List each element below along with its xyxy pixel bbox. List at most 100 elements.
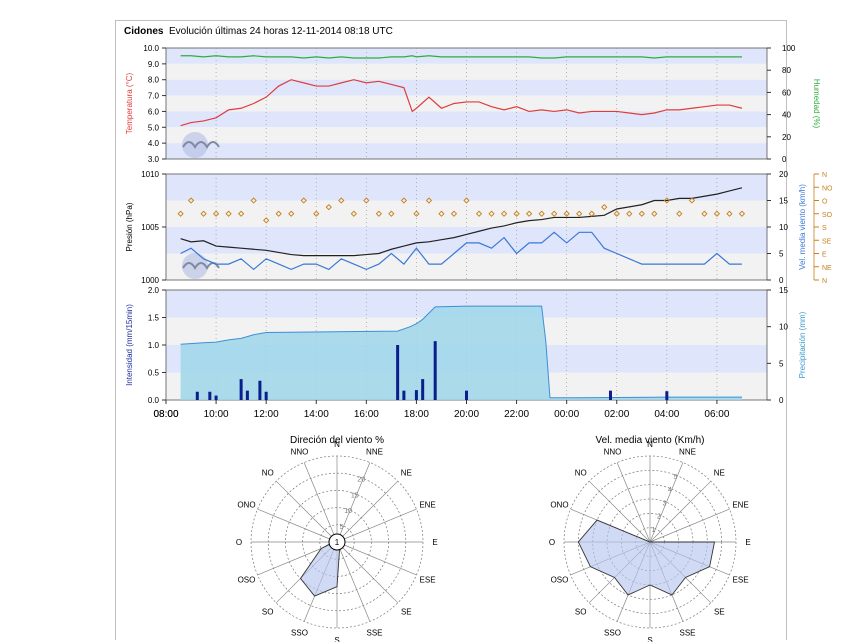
wind-direction-marker bbox=[313, 210, 320, 217]
speed-rose-direction-label: ONO bbox=[550, 500, 568, 509]
precip-axis-right-tick-label: 10 bbox=[779, 323, 788, 332]
wind-speed-axis-right-tick-label: 15 bbox=[779, 197, 788, 206]
time-tick-label: 12:00 bbox=[254, 409, 279, 420]
temperature-axis-title: Temperatura (°C) bbox=[125, 72, 134, 134]
wind-direction-marker bbox=[250, 197, 257, 204]
speed-rose-direction-label: SE bbox=[714, 607, 725, 616]
direction-rose-ring-label: 15 bbox=[351, 492, 359, 499]
temp-panel-band bbox=[166, 48, 767, 64]
direction-rose-direction-label: ESE bbox=[420, 576, 436, 585]
speed-rose-direction-label: ENE bbox=[732, 500, 748, 509]
wind-direction-marker bbox=[726, 210, 733, 217]
intensity-axis-title: Intensidad (mm/15min) bbox=[125, 304, 134, 386]
wind-direction-marker bbox=[388, 210, 395, 217]
temp-axis-left-tick-label: 8.0 bbox=[148, 76, 160, 85]
speed-rose-direction-label: NNE bbox=[679, 447, 696, 456]
wind-direction-marker bbox=[676, 210, 683, 217]
wind-direction-marker bbox=[463, 197, 470, 204]
wind-direction-marker bbox=[438, 210, 445, 217]
intensity-bar bbox=[208, 391, 212, 400]
station-name: Cidones bbox=[124, 26, 164, 37]
wind-direction-marker bbox=[200, 210, 207, 217]
time-tick-label: 08:00 bbox=[153, 409, 178, 420]
direction-rose-center-circle bbox=[328, 533, 346, 551]
pressure-axis-left-tick-label: 1000 bbox=[141, 276, 159, 285]
temp-axis-left-tick-label: 9.0 bbox=[148, 60, 160, 69]
time-tick-label: 18:00 bbox=[404, 409, 429, 420]
intensity-bar bbox=[258, 380, 262, 400]
speed-rose-ring-label: 3 bbox=[663, 500, 667, 507]
wind-direction-marker bbox=[588, 210, 595, 217]
speed-rose-ring-label: 1 bbox=[652, 527, 656, 534]
speed-rose-direction-label: SSE bbox=[679, 629, 695, 638]
humidity-axis-right-tick-label: 60 bbox=[782, 88, 791, 97]
time-tick-label: 20:00 bbox=[454, 409, 479, 420]
direction-rose-direction-label: SO bbox=[262, 607, 274, 616]
temp-axis-left-tick-label: 4.0 bbox=[148, 139, 160, 148]
wind-direction-marker bbox=[563, 210, 570, 217]
direction-rose-spoke bbox=[336, 508, 417, 543]
wind-direction-tick-label: N bbox=[822, 172, 827, 179]
wind-direction-marker bbox=[263, 217, 270, 224]
direction-rose-spoke bbox=[336, 541, 399, 604]
pressure-axis-left-tick-label: 1005 bbox=[141, 223, 159, 232]
temp-axis-left-tick-label: 3.0 bbox=[148, 155, 160, 164]
precip-axis-title: Precipitación (mm) bbox=[798, 311, 807, 378]
speed-rose-spoke bbox=[588, 480, 651, 543]
direction-rose-direction-label: O bbox=[236, 538, 242, 547]
time-tick-label: 00:00 bbox=[554, 409, 579, 420]
wind-speed-line bbox=[180, 231, 742, 271]
temp-axis-left-tick-label: 5.0 bbox=[148, 123, 160, 132]
speed-rose-direction-label: SO bbox=[575, 607, 587, 616]
speed-rose-direction-label: S bbox=[647, 636, 652, 642]
direction-rose-spoke bbox=[275, 480, 338, 543]
temp-panel-band bbox=[166, 127, 767, 144]
intensity-axis-left-tick-label: 1.0 bbox=[148, 341, 160, 350]
temp-panel-band bbox=[166, 143, 767, 159]
wind-direction-marker bbox=[500, 210, 508, 217]
speed-rose-ring-label: 5 bbox=[673, 474, 677, 481]
precip-axis-right-tick-label: 15 bbox=[779, 286, 788, 295]
chart-header: Cidones Evolución últimas 24 horas 12-11… bbox=[124, 26, 393, 37]
temp-panel-logo-circle bbox=[182, 132, 208, 158]
intensity-bar bbox=[239, 379, 243, 400]
time-tick-label: 04:00 bbox=[654, 409, 679, 420]
intensity-axis-left-tick-label: 0.5 bbox=[148, 369, 160, 378]
direction-rose-direction-label: N bbox=[334, 440, 340, 449]
intensity-bar bbox=[214, 395, 218, 400]
wind-direction-tick-label: O bbox=[822, 199, 828, 206]
intensity-bar bbox=[245, 390, 249, 400]
wind-direction-marker bbox=[701, 210, 708, 217]
direction-rose-direction-label: NE bbox=[401, 469, 412, 478]
direction-rose-spoke bbox=[336, 541, 371, 622]
wind-speed-axis-right-tick-label: 0 bbox=[779, 276, 784, 285]
pressure-line bbox=[180, 187, 743, 257]
direction-rose-ring-label: 10 bbox=[344, 508, 352, 515]
direction-rose-spoke bbox=[336, 541, 417, 576]
direction-rose-direction-label: E bbox=[432, 538, 437, 547]
temp-panel-band bbox=[166, 95, 767, 112]
temperature-line bbox=[180, 79, 743, 127]
wind-direction-marker bbox=[375, 210, 382, 217]
direction-rose-spoke bbox=[336, 480, 399, 543]
intensity-bar bbox=[433, 341, 437, 400]
speed-rose-ring-label: 2 bbox=[657, 514, 661, 521]
temp-panel-band bbox=[166, 79, 767, 96]
wind-direction-marker bbox=[626, 210, 633, 217]
time-tick-label: 10:00 bbox=[204, 409, 229, 420]
intensity-bar bbox=[396, 345, 400, 400]
direction-rose-direction-label: NO bbox=[262, 469, 274, 478]
speed-rose-polygon bbox=[577, 519, 716, 596]
intensity-bar bbox=[465, 390, 468, 400]
intensity-axis-left-tick-label: 2.0 bbox=[148, 286, 160, 295]
intensity-bar bbox=[402, 390, 406, 400]
humidity-axis-right-tick-label: 20 bbox=[782, 133, 791, 142]
intensity-axis-left-tick-label: 1.5 bbox=[148, 314, 160, 323]
direction-rose-ring-label: 20 bbox=[357, 476, 365, 483]
intensity-bar bbox=[264, 391, 268, 400]
direction-rose-ring-label: 5 bbox=[340, 524, 344, 531]
temp-axis-left-tick-label: 10.0 bbox=[143, 44, 159, 53]
speed-rose-direction-label: ESE bbox=[733, 576, 749, 585]
wind-speed-axis-right-tick-label: 5 bbox=[779, 250, 784, 259]
